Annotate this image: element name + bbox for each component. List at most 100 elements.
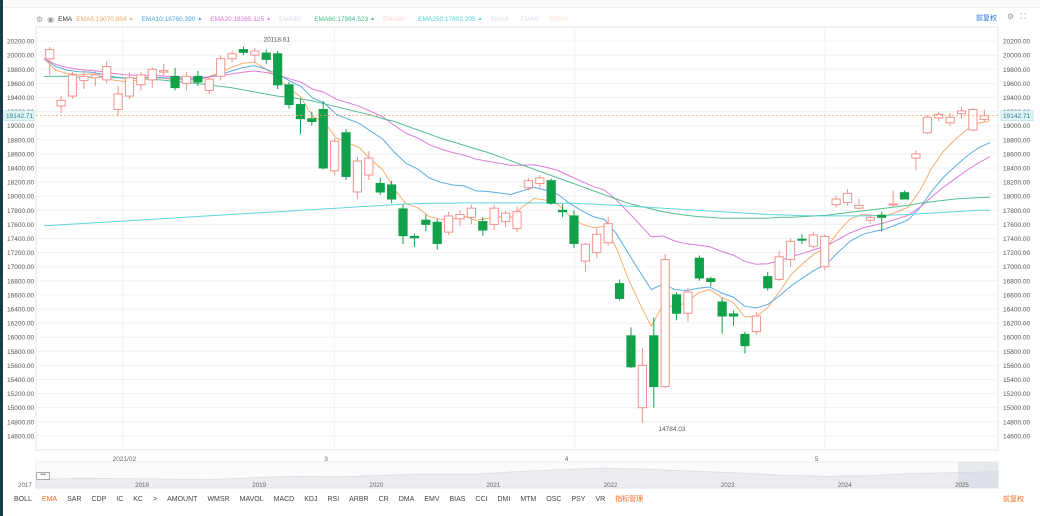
indicator-tab-mtm[interactable]: MTM — [520, 495, 537, 503]
ema-line-ema250 — [43, 202, 991, 227]
candle — [797, 234, 807, 245]
candle — [56, 96, 66, 114]
legend-item-ema20[interactable]: EMA20: 18265.125 ▲ — [210, 16, 279, 23]
candle-body — [649, 335, 659, 388]
y-tick-label-right: 15400.00 — [1003, 377, 1030, 384]
indicator-tab-dma[interactable]: DMA — [398, 495, 415, 503]
candle-body — [489, 207, 499, 225]
indicator-tab-psy[interactable]: PSY — [571, 495, 586, 503]
candle-body — [432, 221, 442, 244]
legend-item-ema250[interactable]: EMA250: 17802.205 ▲ — [418, 16, 490, 23]
indicator-tab-vr[interactable]: VR — [595, 495, 606, 503]
candle-body — [330, 140, 340, 172]
candle-body — [785, 240, 796, 261]
settings-icon[interactable]: ⚙ — [36, 14, 44, 24]
candle — [193, 70, 203, 87]
candle-body — [147, 68, 157, 81]
indicator-tab-ema[interactable]: EMA — [41, 495, 58, 503]
candle-body — [341, 132, 351, 177]
left-edge-bar — [0, 0, 3, 516]
indicator-tab-bias[interactable]: BIAS — [449, 495, 466, 503]
candle-body — [295, 104, 306, 120]
indicator-tab-more[interactable]: > — [153, 495, 158, 503]
candle — [204, 76, 214, 94]
candle — [113, 86, 123, 117]
indicator-tab-cdp[interactable]: CDP — [91, 495, 107, 503]
candle — [216, 55, 226, 81]
navigator-handle-icon[interactable]: ••• — [36, 472, 50, 480]
bottom-adjust-button[interactable]: 前复权 — [1003, 496, 1024, 503]
candle — [466, 204, 477, 225]
fullscreen-icon[interactable]: ⛶ — [1020, 12, 1026, 21]
max-price-label: 20118.61 — [263, 37, 290, 44]
y-tick-label-left: 15800.00 — [7, 349, 34, 356]
candlestick-chart[interactable]: 14600.00 14600.00 14800.00 14800.00 15000.00… — [0, 0, 1040, 490]
candle — [273, 50, 283, 90]
y-tick-label-right: 15800.00 — [1003, 349, 1030, 356]
legend-value: 19070.854 — [95, 15, 127, 23]
candle-body — [444, 215, 454, 233]
legend-item-ema10[interactable]: EMA10: 18760.390 ▲ — [141, 16, 210, 23]
y-tick-label-right: 18800.00 — [1003, 137, 1030, 144]
indicator-tab-kc[interactable]: KC — [133, 495, 143, 503]
candle — [740, 331, 750, 354]
candle-body — [763, 276, 773, 289]
y-tick-label-right: 20200.00 — [1003, 39, 1030, 46]
candle — [763, 272, 773, 291]
legend-item-ema90[interactable]: EMA90: — [383, 16, 406, 23]
indicator-tab-emv[interactable]: EMV — [424, 495, 440, 503]
legend-item-ema5[interactable]: EMA5: 19070.854 ▲ — [76, 16, 141, 23]
indicator-tab-sar[interactable]: SAR — [67, 495, 82, 503]
gear-icon[interactable]: ⚙ — [1007, 12, 1015, 21]
visibility-icon[interactable]: ◉ — [47, 14, 55, 24]
legend-label: EMA250: — [418, 15, 445, 23]
candle-body — [79, 75, 89, 82]
legend-item-ema30[interactable]: EMA30: — [279, 16, 302, 23]
candle-body — [56, 99, 66, 107]
indicator-tab-amount[interactable]: AMOUNT — [167, 495, 198, 503]
indicator-tab-arbr[interactable]: ARBR — [349, 495, 369, 503]
candle-body — [945, 116, 955, 124]
legend-item-ema4[interactable]: EMA4 — [491, 16, 509, 23]
candle-body — [67, 74, 78, 97]
indicator-tab-wmsr[interactable]: WMSR — [207, 495, 230, 503]
candle — [261, 49, 271, 64]
navigator-year-label: 2020 — [369, 482, 383, 489]
candle — [67, 72, 78, 99]
indicator-tab-bar: BOLL EMA SAR CDP IC KC > AMOUNT WMSR MAVOL MACD KDJ… — [0, 490, 1040, 508]
y-tick-label-right: 15200.00 — [1003, 391, 1030, 398]
indicator-tab-osc[interactable]: OSC — [546, 495, 562, 503]
candle — [899, 190, 910, 200]
indicator-tab-boll[interactable]: BOLL — [14, 495, 32, 503]
candle — [398, 204, 408, 245]
indicator-tab-kdj[interactable]: KDJ — [304, 495, 318, 503]
candle — [250, 48, 260, 63]
indicator-tab-mavol[interactable]: MAVOL — [239, 495, 264, 503]
candle — [295, 98, 306, 135]
candle-body — [592, 233, 602, 254]
legend-item-ema6[interactable]: EMA6 — [550, 16, 568, 23]
legend-item-ema60[interactable]: EMA60: 17984.523 ▲ — [314, 16, 383, 23]
up-caret-icon: ▲ — [197, 16, 203, 22]
indicator-tab-cr[interactable]: CR — [378, 495, 389, 503]
indicator-tab-ic[interactable]: IC — [116, 495, 124, 503]
y-tick-label-right: 16200.00 — [1003, 321, 1030, 328]
y-tick-label-left: 16800.00 — [7, 278, 34, 285]
navigator-year-label: 2017 — [18, 482, 32, 489]
candle-body — [170, 75, 180, 89]
indicator-tab-macd[interactable]: MACD — [273, 495, 295, 503]
candle-body — [979, 115, 989, 120]
candle — [307, 111, 317, 126]
indicator-manage-button[interactable]: 指标管理 — [615, 496, 644, 503]
indicator-tab-rsi[interactable]: RSI — [327, 495, 340, 503]
candle — [945, 113, 955, 127]
legend-item-ema5[interactable]: EMA5 — [520, 16, 538, 23]
y-tick-label-right: 20000.00 — [1003, 53, 1030, 60]
y-tick-label-right: 15000.00 — [1003, 405, 1030, 412]
y-tick-label-right: 19600.00 — [1003, 81, 1030, 88]
candle — [102, 60, 112, 84]
adjust-mode-toggle[interactable]: 前复权 — [976, 15, 997, 22]
indicator-tab-dmi[interactable]: DMI — [497, 495, 511, 503]
y-tick-label-right: 17000.00 — [1003, 264, 1030, 271]
indicator-tab-cci[interactable]: CCI — [475, 495, 488, 503]
